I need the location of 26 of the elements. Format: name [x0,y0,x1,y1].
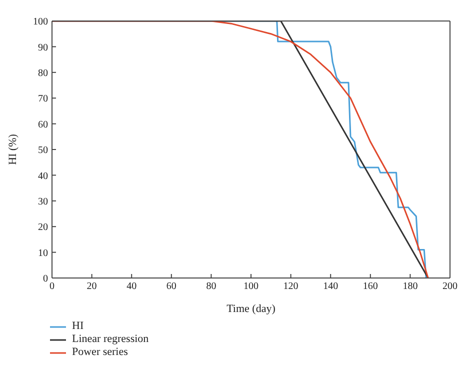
x-tick-label: 20 [86,281,97,292]
x-tick-label: 120 [283,281,298,292]
x-tick-label: 40 [126,281,137,292]
y-tick-label: 20 [38,222,48,234]
y-tick-label: 70 [38,94,48,105]
y-tick-label: 0 [43,274,48,285]
x-tick-label: 100 [244,281,258,292]
y-tick-label: 40 [38,170,48,182]
y-tick-label: 30 [38,196,48,208]
y-tick-label: 50 [38,145,48,156]
y-tick-label: 80 [38,68,48,79]
y-axis-title: HI (%) [6,134,19,165]
legend-label: Linear regression [72,333,149,346]
x-tick-label: 160 [362,281,378,292]
x-tick-label: 60 [166,281,176,292]
legend-label: HI [72,320,84,333]
y-tick-label: 10 [38,248,48,259]
y-tick-label: 90 [38,42,48,54]
y-tick-label: 60 [38,119,48,130]
x-tick-label: 140 [323,281,338,292]
x-axis-title: Time (day) [226,303,276,315]
legend-label: Power series [72,346,128,359]
y-tick-label: 100 [33,16,48,28]
x-tick-label: 180 [402,281,418,292]
x-tick-label: 200 [442,281,458,292]
x-tick-label: 80 [206,281,216,292]
